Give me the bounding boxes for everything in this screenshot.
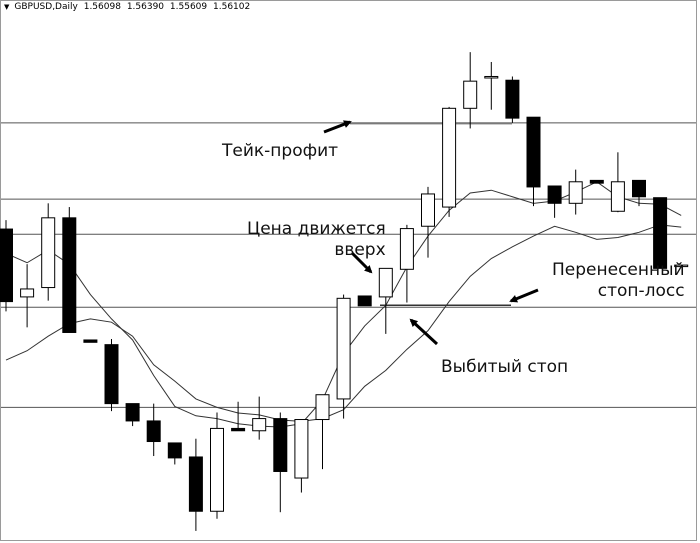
- candle-body: [315, 394, 330, 421]
- candle: [421, 186, 435, 258]
- candle-body: [589, 179, 604, 184]
- candle: [378, 267, 393, 334]
- candle-body: [273, 418, 288, 472]
- candle-body: [505, 79, 520, 119]
- candle: [442, 106, 457, 217]
- candle: [484, 61, 499, 110]
- candle-body: [653, 197, 668, 269]
- candle: [315, 394, 330, 470]
- candle: [146, 403, 161, 457]
- candle-body: [62, 217, 77, 333]
- take-profit-label: Тейк-профит: [222, 141, 339, 161]
- knocked-stop-label: Выбитый стоп: [441, 357, 569, 377]
- candle: [273, 412, 288, 513]
- candle: [505, 76, 520, 123]
- price-up-arrow: [350, 251, 373, 274]
- candle: [104, 339, 119, 412]
- candle-body: [568, 181, 583, 204]
- candle-body: [41, 217, 56, 289]
- moved-stop-line2: стоп-лосс: [597, 281, 685, 301]
- candle-body: [632, 179, 646, 198]
- candle-body: [336, 297, 351, 400]
- candle-body: [188, 456, 203, 512]
- candle-body: [146, 420, 161, 443]
- quote-high: 1.56390: [126, 2, 165, 12]
- take-profit-arrow: [323, 120, 352, 134]
- candles: [0, 52, 689, 531]
- quote-close: 1.56102: [213, 2, 251, 12]
- candle: [20, 264, 35, 328]
- candle-body: [610, 181, 625, 212]
- candle-body: [231, 427, 246, 432]
- candle-body: [674, 264, 689, 268]
- candle-body: [20, 288, 35, 298]
- knocked-stop-arrow: [409, 318, 439, 346]
- symbol-header: ▼ GBPUSD,Daily 1.56098 1.56390 1.55609 1.…: [4, 2, 250, 12]
- candle: [210, 412, 224, 519]
- candle-body: [210, 427, 224, 512]
- candle: [62, 207, 77, 333]
- candle: [463, 52, 478, 129]
- candle-body: [547, 185, 562, 204]
- candle: [252, 396, 267, 440]
- candle: [399, 224, 414, 303]
- quote-low: 1.55609: [169, 2, 208, 12]
- candle: [336, 294, 351, 419]
- candle-body: [294, 419, 309, 479]
- candle-body: [463, 80, 478, 109]
- symbol-name: GBPUSD,Daily: [14, 2, 78, 12]
- candle: [526, 116, 541, 207]
- candle-body: [357, 295, 372, 307]
- candle-body: [399, 228, 414, 270]
- candle: [294, 419, 309, 493]
- candle-body: [442, 107, 457, 208]
- candle: [632, 179, 646, 207]
- candle-body: [421, 193, 435, 227]
- candle: [231, 401, 246, 432]
- candle: [83, 339, 98, 343]
- candle: [610, 152, 625, 213]
- moved-stop-label: Перенесенный стоп-лосс: [552, 260, 685, 302]
- candle-body: [252, 418, 267, 432]
- candle: [568, 169, 583, 215]
- candle-body: [125, 403, 140, 422]
- candle: [125, 403, 140, 427]
- candle-body: [83, 339, 98, 343]
- moved-stop-line1: Перенесенный: [552, 260, 685, 280]
- candle-body: [104, 344, 119, 405]
- candle-body: [167, 442, 182, 459]
- candle: [41, 203, 56, 301]
- candle: [357, 295, 372, 307]
- candle-body: [378, 267, 393, 298]
- moved-stop-arrow: [509, 288, 539, 303]
- annotation-arrows: [323, 120, 539, 346]
- price-moving-up-line1: Цена движется: [247, 219, 386, 239]
- candle: [589, 179, 604, 184]
- candle: [653, 197, 668, 269]
- candle: [547, 185, 562, 218]
- candle: [0, 220, 13, 312]
- price-moving-up-line2: вверх: [334, 240, 386, 260]
- dropdown-triangle-icon: ▼: [4, 3, 10, 11]
- price-moving-up-label: Цена движется вверх: [247, 219, 386, 261]
- candle: [167, 442, 182, 465]
- candle: [188, 438, 203, 531]
- candle-body: [0, 228, 13, 303]
- quote-open: 1.56098: [83, 2, 121, 12]
- candle: [674, 264, 689, 268]
- candle-body: [484, 75, 499, 79]
- candle-body: [526, 116, 541, 188]
